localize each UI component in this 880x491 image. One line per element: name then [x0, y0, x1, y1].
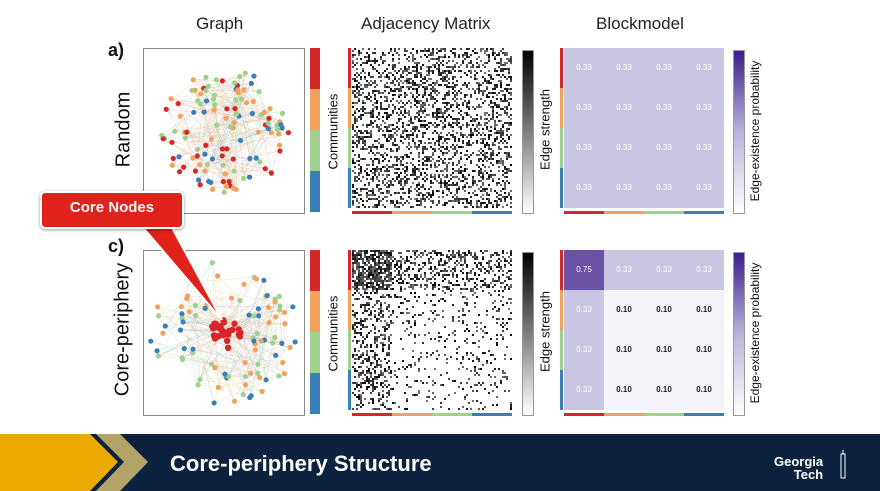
- adjacency-matrix-core: [348, 250, 518, 418]
- blockmodel-value: 0.33: [656, 265, 672, 274]
- blockmodel-value: 0.33: [696, 103, 712, 112]
- blockmodel-value: 0.33: [696, 143, 712, 152]
- blockmodel-value: 0.33: [576, 385, 592, 394]
- footer-title: Core-periphery Structure: [170, 451, 432, 476]
- panel-label-c: c): [108, 236, 125, 256]
- blockmodel-core: [560, 250, 728, 418]
- random-graph-plot: [143, 48, 305, 214]
- blockmodel-value: 0.10: [696, 345, 712, 354]
- blockmodel-value: 0.33: [696, 183, 712, 192]
- blockmodel-value: 0.33: [656, 63, 672, 72]
- edge-probability-colorbar-core: [733, 252, 745, 416]
- blockmodel-value: 0.33: [656, 183, 672, 192]
- blockmodel-value: 0.33: [616, 183, 632, 192]
- blockmodel-random: [560, 48, 728, 216]
- core-graph-plot: [143, 250, 305, 416]
- blockmodel-value: 0.33: [616, 103, 632, 112]
- graph-column-title: Graph: [196, 14, 244, 33]
- blockmodel-value: 0.33: [576, 305, 592, 314]
- edge-probability-colorbar-random: [733, 50, 745, 214]
- blockmodel-value: 0.33: [696, 63, 712, 72]
- blockmodel-value: 0.10: [616, 385, 632, 394]
- communities-colorbar-core: [310, 250, 320, 414]
- logo-line-2: Tech: [793, 467, 824, 482]
- blockmodel-value: 0.10: [696, 385, 712, 394]
- blockmodel-value: 0.33: [576, 183, 592, 192]
- blockmodel-value: 0.33: [616, 265, 632, 274]
- blockmodel-value: 0.10: [696, 305, 712, 314]
- blockmodel-value: 0.33: [696, 265, 712, 274]
- blockmodel-value: 0.33: [576, 143, 592, 152]
- edge-strength-colorbar-core: [522, 252, 534, 416]
- blockmodel-value: 0.10: [656, 385, 672, 394]
- callout-box: [40, 191, 184, 229]
- edge-strength-colorbar-random: [522, 50, 534, 214]
- footer-chevrons: [0, 434, 148, 491]
- adjacency-matrix-random: [348, 48, 518, 216]
- blockmodel-value: 0.33: [656, 103, 672, 112]
- tech-tower-icon: [840, 450, 846, 479]
- blockmodel-value: 0.33: [576, 63, 592, 72]
- random-network-svg: [159, 70, 292, 195]
- adjacency-column-title: Adjacency Matrix: [361, 14, 491, 33]
- blockmodel-value: 0.33: [576, 103, 592, 112]
- callout-text: Core Nodes: [69, 199, 155, 216]
- blockmodel-column-title: Blockmodel: [596, 14, 684, 33]
- blockmodel-value: 0.33: [576, 345, 592, 354]
- communities-colorbar-random: [310, 48, 320, 212]
- blockmodel-value: 0.10: [656, 345, 672, 354]
- blockmodel-value: 0.75: [576, 265, 592, 274]
- blockmodel-value: 0.10: [616, 305, 632, 314]
- georgia-tech-logo: Georgia Tech: [774, 455, 823, 481]
- blockmodel-value: 0.10: [656, 305, 672, 314]
- blockmodel-value: 0.33: [616, 143, 632, 152]
- blockmodel-value: 0.10: [616, 345, 632, 354]
- blockmodel-value: 0.33: [656, 143, 672, 152]
- logo-line-1: Georgia: [774, 454, 824, 469]
- panel-label-a: a): [108, 40, 125, 60]
- core-network-svg: [148, 259, 298, 406]
- blockmodel-value: 0.33: [616, 63, 632, 72]
